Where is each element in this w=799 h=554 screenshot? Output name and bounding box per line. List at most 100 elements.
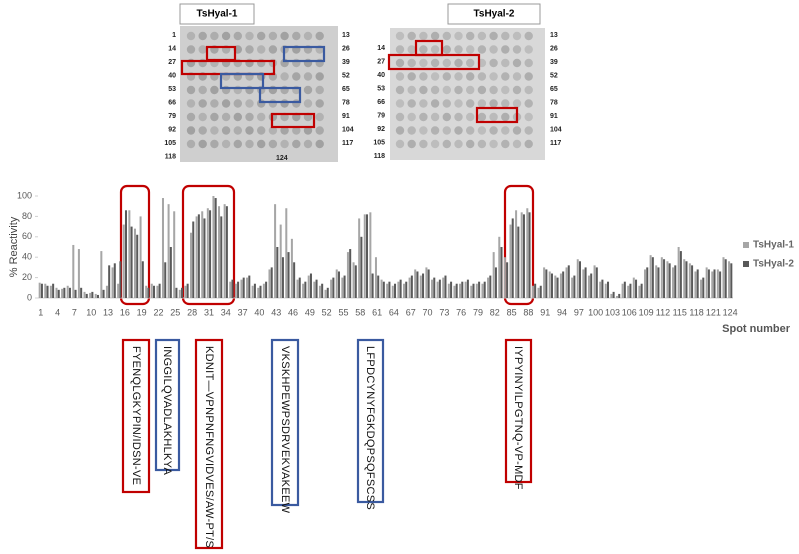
bar (141, 261, 144, 298)
bar (117, 283, 120, 298)
blot-spot (280, 139, 289, 149)
bar (89, 292, 92, 298)
x-tick-label: 112 (656, 307, 670, 317)
bar (281, 257, 284, 298)
blot-spot (280, 99, 289, 108)
bar (279, 224, 282, 298)
bar (677, 247, 680, 298)
highlight-box (282, 45, 326, 63)
bar (313, 281, 316, 298)
x-tick-label: 109 (639, 307, 654, 317)
bar (190, 232, 193, 298)
bar (203, 218, 206, 298)
bar (472, 283, 475, 298)
bar (612, 291, 615, 298)
blot-spot (315, 99, 324, 108)
bar (147, 287, 150, 298)
legend-label: TsHyal-1 (753, 240, 794, 251)
blot-spot (524, 139, 533, 149)
bar (332, 277, 335, 298)
blot-spot (407, 45, 416, 54)
bar (705, 267, 708, 298)
bar (571, 277, 574, 298)
blot-spot (489, 126, 498, 135)
blot-spot (442, 85, 451, 95)
x-tick-label: 28 (187, 307, 197, 317)
bar (365, 214, 369, 298)
bar (380, 279, 383, 298)
bar (498, 236, 501, 298)
bar (156, 285, 159, 298)
blot-row-label: 104 (342, 126, 354, 133)
blot-row-label: 40 (377, 72, 385, 79)
blot-spot (395, 31, 405, 41)
blot-spot (442, 45, 451, 54)
bar (259, 285, 262, 298)
bar (197, 214, 200, 298)
y-tick-label: 80 (22, 211, 32, 221)
bar (632, 277, 635, 298)
bar (408, 277, 411, 298)
blot-spot (524, 58, 533, 68)
blot-spot (210, 112, 219, 122)
x-tick-label: 52 (322, 307, 332, 317)
blot-row-label: 27 (168, 59, 176, 66)
bar (554, 275, 557, 298)
blot-spot (419, 85, 428, 95)
bar (567, 265, 570, 298)
blot-spot (419, 99, 428, 108)
bar (167, 204, 170, 298)
highlight-box (258, 86, 302, 104)
blot-spot (245, 99, 254, 108)
blot-spot (466, 72, 475, 81)
bar (105, 285, 108, 298)
bar (369, 212, 372, 298)
blot-spot (233, 31, 242, 41)
bar (719, 271, 722, 298)
bar (627, 285, 630, 298)
blot-spot (292, 126, 301, 135)
blot-spot (489, 139, 498, 149)
bar (346, 252, 349, 298)
bar (655, 265, 658, 298)
blot-spot (407, 126, 416, 135)
bar (595, 267, 598, 298)
bar (214, 198, 217, 298)
bar (685, 261, 688, 298)
bar (326, 287, 329, 298)
bar (298, 277, 301, 298)
bar (730, 263, 733, 298)
blot-row-label: 1 (172, 32, 176, 39)
blot-spot (303, 126, 313, 135)
x-tick-label: 67 (406, 307, 416, 317)
bar (618, 293, 621, 298)
x-tick-label: 85 (507, 307, 517, 317)
blot-spot (501, 31, 510, 41)
blot-row-label: 65 (550, 86, 558, 93)
blot-row-label: 65 (342, 86, 350, 93)
bar (251, 285, 254, 298)
x-tick-label: 79 (473, 307, 483, 317)
blot-spot (419, 139, 428, 149)
bar (158, 283, 161, 298)
x-axis-title: Spot number (722, 323, 791, 335)
y-tick-label: 20 (22, 272, 32, 282)
bar (242, 277, 245, 298)
blot-spot (419, 72, 428, 81)
bar (444, 275, 447, 298)
blot-spot (442, 31, 451, 41)
blot-spot (524, 45, 533, 54)
peptide-sequence: KDNIT—VPNPNFNGVIDVES/AW-PT/S (203, 346, 215, 548)
bar (405, 281, 408, 298)
blot-spot (268, 126, 278, 135)
blot-row-label: 105 (373, 139, 385, 146)
blot-spot (245, 31, 254, 41)
blot-spot (442, 99, 451, 108)
blot-spot (268, 139, 278, 149)
bar (492, 252, 495, 298)
bar (526, 208, 529, 298)
bar (436, 281, 439, 298)
blot-spot (407, 72, 416, 81)
bar (240, 279, 243, 298)
bar (576, 259, 579, 298)
